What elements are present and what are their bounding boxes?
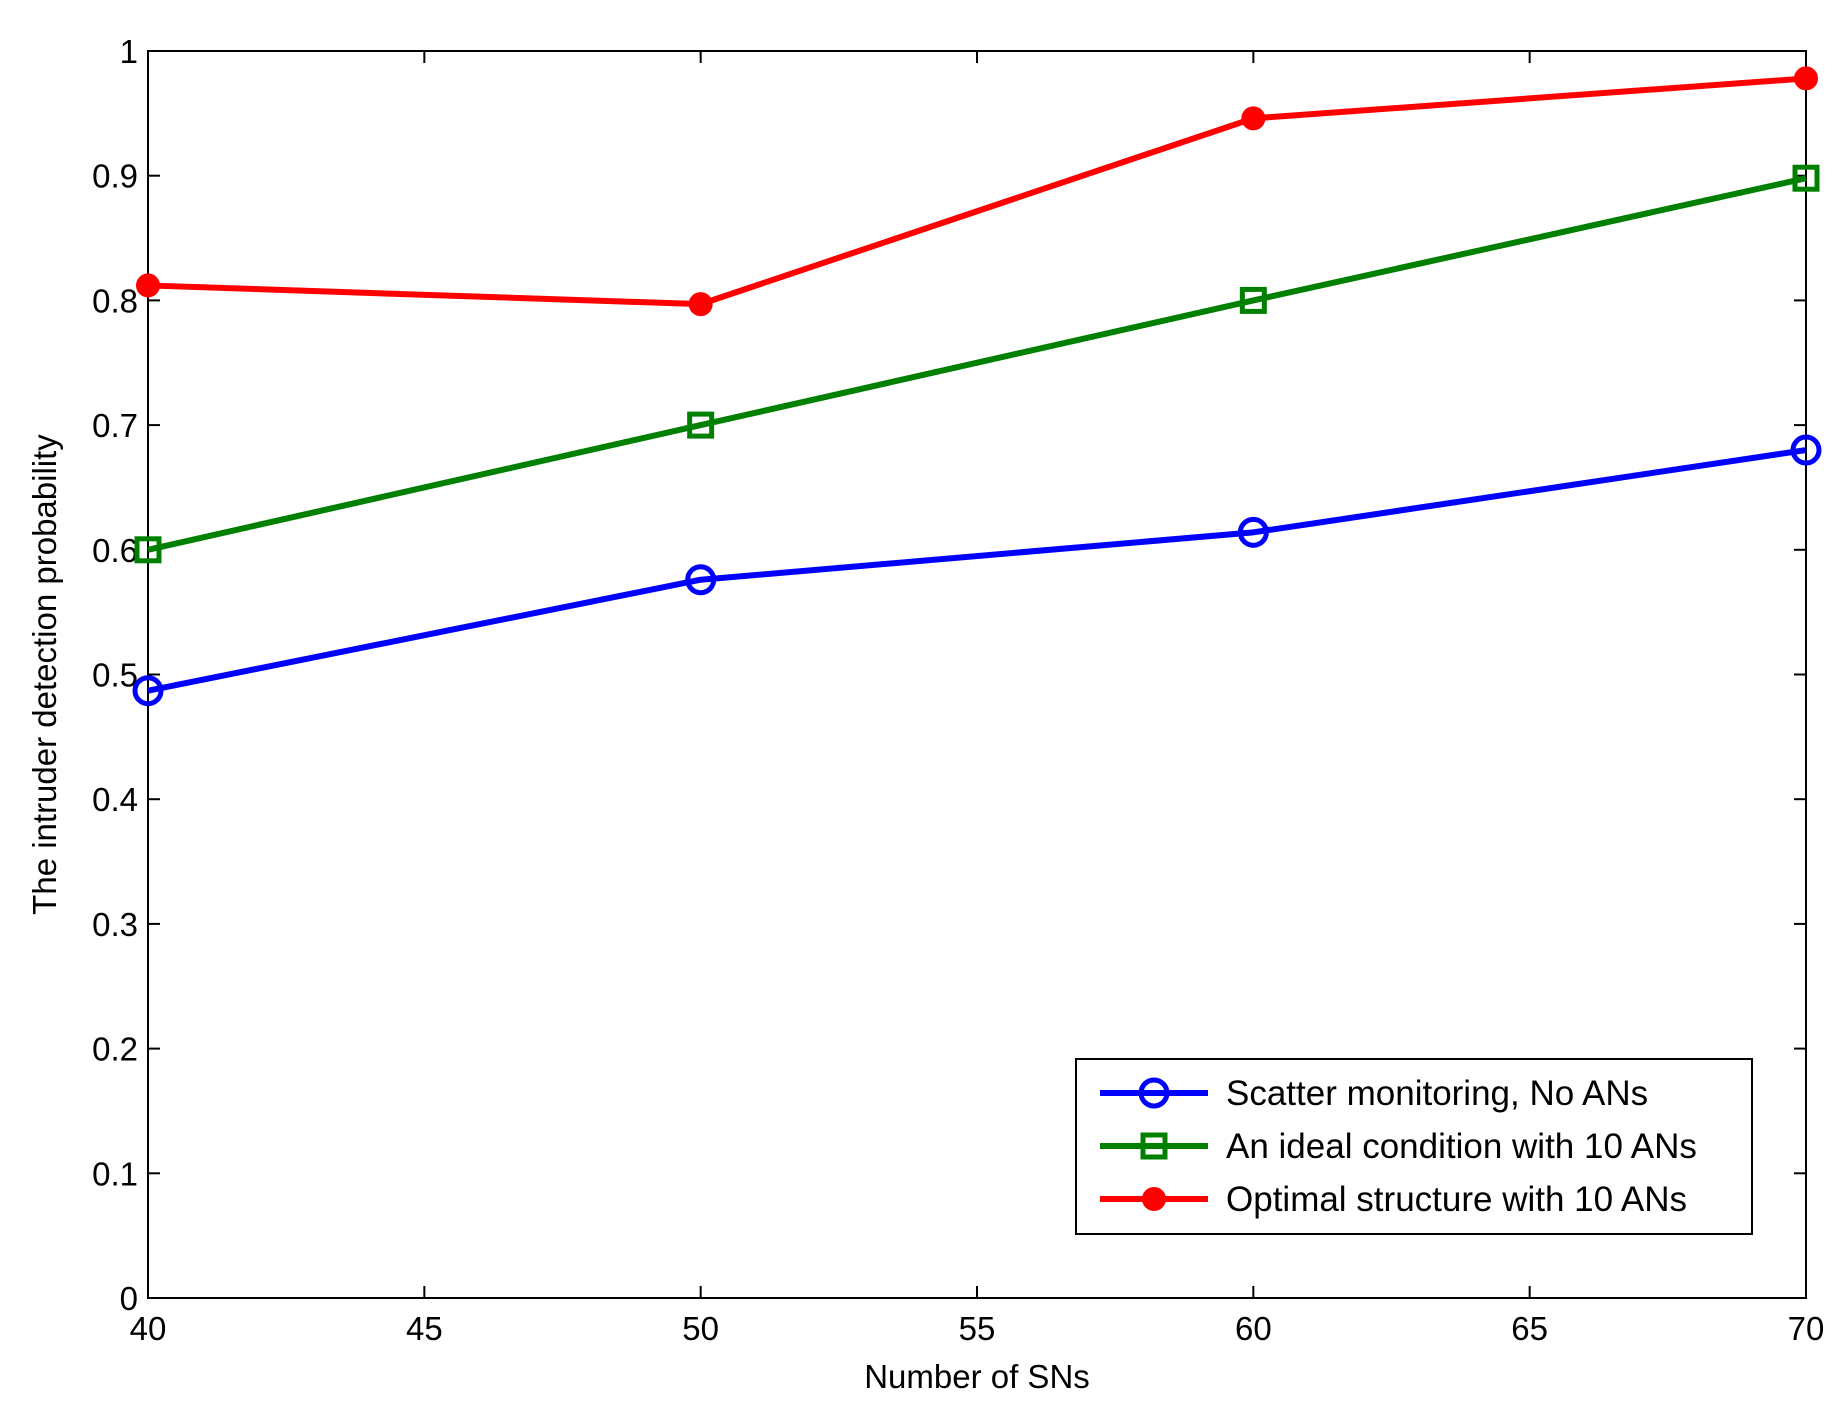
legend-item: Optimal structure with 10 ANs (1100, 1180, 1687, 1219)
x-tick-label: 40 (130, 1310, 167, 1347)
x-tick-label: 65 (1511, 1310, 1548, 1347)
y-axis-label: The intruder detection probability (26, 434, 63, 915)
series-line (147, 175, 1807, 553)
series-2 (134, 164, 1820, 564)
data-point (134, 536, 162, 564)
x-tick-label: 60 (1235, 1310, 1272, 1347)
y-tick-label: 0.6 (92, 532, 138, 569)
y-tick-label: 0.9 (92, 158, 138, 195)
x-tick-label: 55 (959, 1310, 996, 1347)
y-tick-label: 0.3 (92, 906, 138, 943)
data-point (687, 411, 715, 439)
legend-marker (1140, 1132, 1168, 1160)
legend-item: Scatter monitoring, No ANs (1100, 1074, 1648, 1113)
y-tick-label: 0.5 (92, 657, 138, 694)
data-point (685, 564, 717, 596)
legend-marker (1142, 1187, 1166, 1211)
data-point (1790, 434, 1822, 466)
series-1 (132, 434, 1822, 707)
series-line (147, 75, 1807, 308)
x-axis-label: Number of SNs (864, 1358, 1090, 1395)
x-tick-label: 50 (682, 1310, 719, 1347)
y-tick-label: 0 (120, 1280, 138, 1317)
data-point (1241, 106, 1266, 131)
data-point (688, 292, 713, 317)
y-tick-label: 0.7 (92, 407, 138, 444)
legend-label: Optimal structure with 10 ANs (1226, 1180, 1687, 1219)
data-point (1237, 516, 1269, 548)
legend-item: An ideal condition with 10 ANs (1100, 1127, 1697, 1166)
data-point (132, 675, 164, 707)
legend-label: Scatter monitoring, No ANs (1226, 1074, 1648, 1113)
y-tick-label: 0.2 (92, 1031, 138, 1068)
series-lines (132, 66, 1822, 707)
data-point (1239, 286, 1267, 314)
data-point (1792, 164, 1820, 192)
y-tick-label: 0.8 (92, 282, 138, 319)
data-point (1794, 66, 1818, 91)
y-tick-label: 1 (120, 33, 138, 70)
series-line (147, 447, 1807, 694)
legend: Scatter monitoring, No ANs An ideal condi… (1075, 1058, 1753, 1235)
x-tick-label: 70 (1788, 1310, 1825, 1347)
series-3 (136, 66, 1818, 317)
data-point (136, 273, 160, 298)
y-tick-label: 0.1 (92, 1155, 138, 1192)
axis-ticks (147, 50, 1807, 1299)
tick-labels: 40 45 50 55 60 65 70 0 0.1 0.2 0.3 0.4 0.5 0.6 0.7 0.8 0… (92, 33, 1824, 1347)
legend-marker (1138, 1077, 1170, 1109)
x-tick-label: 45 (406, 1310, 443, 1347)
legend-label: An ideal condition with 10 ANs (1226, 1127, 1697, 1166)
y-tick-label: 0.4 (92, 781, 138, 818)
